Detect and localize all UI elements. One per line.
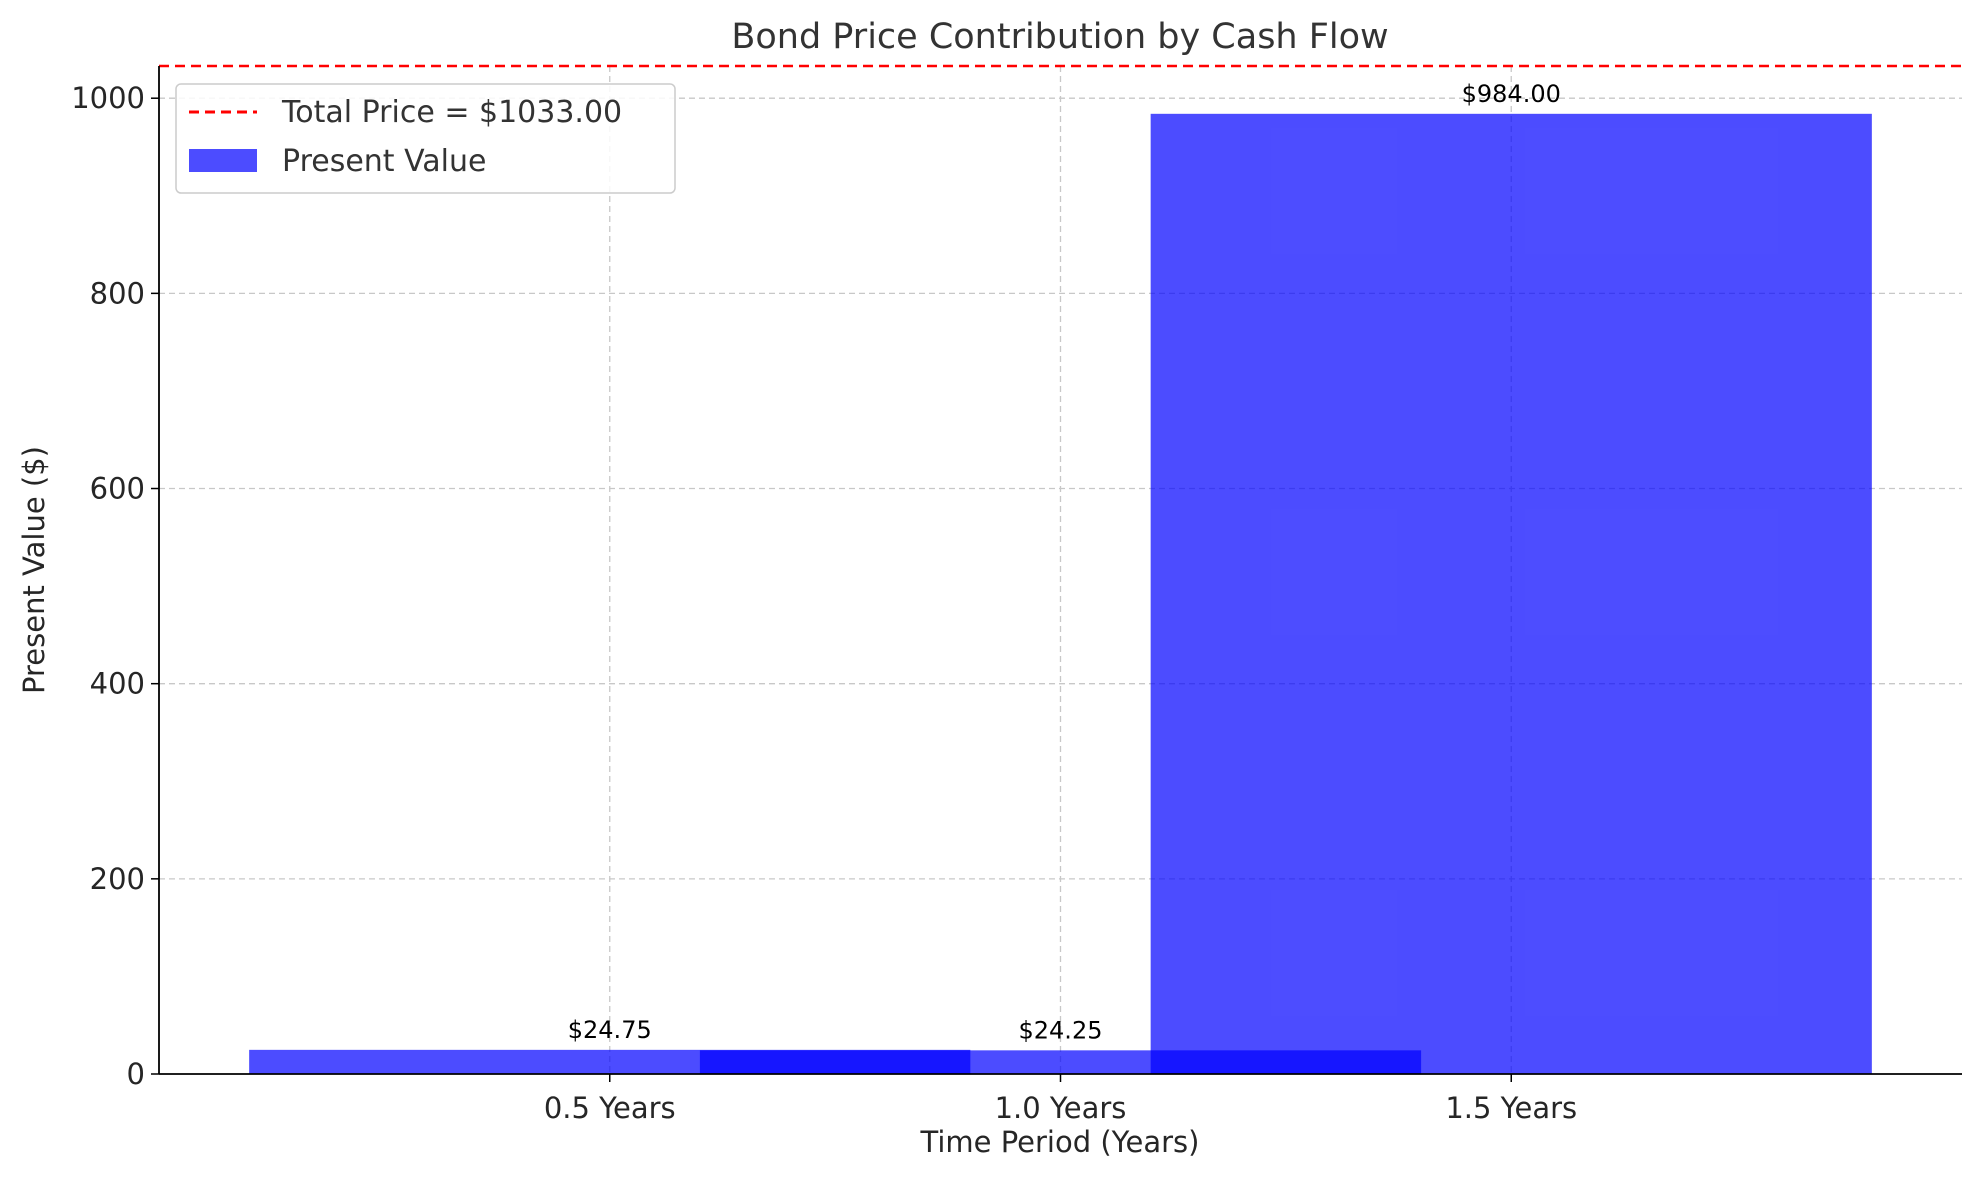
x-tick-label-1: 1.0 Years	[995, 1091, 1127, 1125]
data-label-2: $984.00	[1462, 80, 1561, 108]
legend-present-value-swatch	[189, 149, 257, 172]
y-tick-label-400: 400	[90, 667, 145, 701]
y-tick-label-600: 600	[90, 472, 145, 506]
legend-present-value-label: Present Value	[282, 144, 486, 179]
x-tick-label-2: 1.5 Years	[1445, 1091, 1577, 1125]
y-tick-label-0: 0	[127, 1057, 145, 1091]
legend-box	[175, 83, 676, 194]
y-tick-label-1000: 1000	[71, 81, 145, 115]
legend: Total Price = $1033.00 Present Value	[175, 83, 676, 194]
y-axis-label: Present Value ($)	[17, 446, 51, 694]
data-label-1: $24.25	[1019, 1016, 1103, 1044]
chart-title: Bond Price Contribution by Cash Flow	[731, 17, 1388, 57]
bar-2	[1150, 113, 1872, 1074]
y-tick-label-200: 200	[90, 862, 145, 896]
y-tick-label-800: 800	[90, 276, 145, 310]
data-label-0: $24.75	[568, 1016, 652, 1044]
data-labels-layer: $24.75 $24.25 $984.00	[568, 80, 1561, 1045]
x-axis-label: Time Period (Years)	[920, 1125, 1200, 1159]
bars-layer	[249, 113, 1872, 1074]
legend-total-price-label: Total Price = $1033.00	[281, 95, 622, 130]
x-tick-label-0: 0.5 Years	[544, 1091, 676, 1125]
ticks-layer: 0 200 400 600 800 1000 0.5 Years 1.0 Years 1.5 Y…	[71, 81, 1577, 1125]
